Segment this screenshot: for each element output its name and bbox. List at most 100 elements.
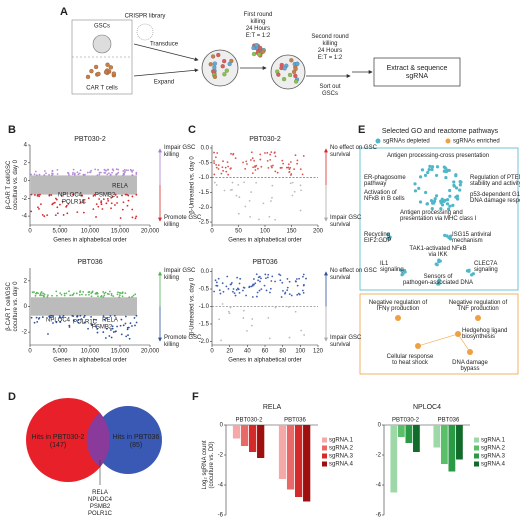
pathway-label-line: NFκB in B cells — [364, 196, 405, 202]
gene-point — [110, 329, 112, 331]
pathway-label-line: DNA damage — [452, 360, 488, 366]
cell — [293, 79, 299, 84]
gene-point — [79, 314, 82, 317]
gene-point — [72, 292, 75, 295]
gene-point — [51, 170, 54, 172]
gene-point — [253, 159, 256, 162]
pathway-label-line: Hedgehog ligand — [462, 328, 507, 334]
gene-point — [73, 172, 76, 175]
gene-point — [132, 169, 134, 172]
step-text-line: killing — [322, 41, 337, 47]
venn-label: Hits in PBT030-2 (147) — [32, 434, 85, 449]
gene-point — [131, 216, 134, 219]
gene-point — [301, 173, 304, 176]
pathway-label-line: Regulation of PTEN — [470, 175, 520, 181]
gene-point — [113, 314, 116, 317]
y-tick-label: 0 — [24, 304, 28, 310]
gene-point — [129, 168, 132, 171]
gene-point — [41, 316, 44, 318]
gene-point — [250, 324, 253, 327]
gene-point — [90, 295, 93, 298]
gene-point — [90, 323, 93, 326]
gene-point — [302, 155, 305, 157]
bar — [240, 425, 249, 446]
gene-point — [286, 278, 289, 280]
gene-point — [237, 183, 240, 186]
gene-point — [257, 276, 260, 279]
network-node — [437, 260, 441, 264]
gene-point — [76, 315, 79, 318]
x-tick-label: 10,000 — [81, 229, 100, 235]
gene-point — [52, 202, 55, 205]
note: Impair GSC killing — [164, 145, 196, 158]
network-node — [437, 278, 441, 282]
y-tick-label: -2.0 — [199, 205, 210, 211]
gene-point — [294, 154, 297, 157]
gene-point — [243, 286, 246, 289]
note: No effect on GSC survival — [330, 145, 378, 158]
note-line: survival — [330, 152, 350, 158]
gene-point — [71, 314, 74, 317]
gene-point — [38, 173, 41, 176]
gene-point — [33, 291, 35, 293]
network-node — [434, 194, 439, 198]
pathway-label-line: pathway — [364, 181, 386, 187]
cell — [258, 45, 263, 51]
gene-point — [105, 317, 108, 320]
x-tick-label: 40 — [244, 349, 251, 355]
gene-point — [218, 318, 221, 321]
gene-point — [255, 181, 258, 184]
network-node — [448, 204, 452, 208]
venn-overlap — [86, 413, 110, 467]
pathway-label-line: signaling — [474, 267, 498, 273]
cell — [108, 65, 114, 70]
gene-point — [134, 324, 136, 327]
x-tick-label: 0 — [210, 349, 214, 355]
gene-point — [110, 292, 113, 295]
gene-point — [79, 169, 82, 172]
gene-point — [236, 276, 239, 279]
gene-point — [126, 204, 129, 207]
network-node — [442, 199, 446, 203]
gene-point — [87, 197, 90, 200]
pathway-label-line: via IKK — [428, 252, 447, 258]
pathway-label-line: EIF2:GDP — [364, 238, 391, 244]
pathway-label: DNA damage bypass — [452, 360, 488, 372]
cell — [251, 51, 257, 57]
y-tick-label: -1.5 — [199, 190, 210, 196]
step-text-line: First round — [244, 12, 273, 18]
gene-point — [274, 218, 277, 221]
gene-point — [55, 198, 58, 201]
x-tick-label: 5,000 — [52, 349, 68, 355]
gene-point — [68, 324, 71, 327]
venn-right — [94, 406, 162, 474]
gene-point — [50, 194, 53, 196]
x-tick-label: 20,000 — [141, 229, 160, 235]
gene-point — [37, 193, 39, 196]
note-line: No effect on GSC — [330, 268, 378, 274]
cell — [291, 69, 297, 74]
gene-point — [220, 172, 223, 175]
cell — [103, 69, 109, 75]
network-node — [458, 188, 462, 192]
gene-point — [300, 329, 303, 332]
y-tick-label: 0 — [378, 423, 382, 429]
gene-point — [33, 321, 36, 324]
gene-point — [222, 169, 225, 172]
gene-point — [127, 194, 130, 197]
pathway-label: Hedgehog ligand biosynthesis — [462, 328, 507, 340]
pathway-label: IL1 signaling — [380, 261, 404, 273]
gene-point — [52, 172, 54, 175]
gene-point — [111, 168, 114, 171]
network-node — [446, 198, 450, 202]
cell — [287, 72, 293, 78]
cell — [224, 68, 229, 73]
gene-point — [41, 213, 44, 216]
gene-point — [114, 204, 116, 206]
gene-point — [100, 201, 103, 204]
gene-point — [257, 167, 259, 170]
pathway-label-line: CLEC7A — [474, 261, 497, 267]
gene-point — [116, 325, 118, 328]
legend-swatch — [474, 461, 479, 467]
gene-point — [229, 189, 232, 191]
